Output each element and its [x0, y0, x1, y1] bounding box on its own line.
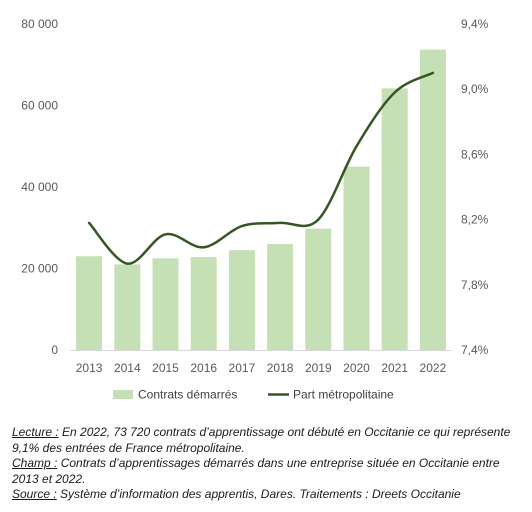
note-lecture-label: Lecture : [12, 425, 59, 439]
x-tick-label: 2019 [305, 361, 332, 375]
bar-2021 [381, 88, 408, 350]
y-right-tick-label: 9,4% [461, 17, 489, 31]
y-left-tick-label: 60 000 [21, 99, 58, 113]
bar-2015 [152, 258, 179, 350]
x-tick-label: 2022 [420, 361, 447, 375]
x-tick-label: 2016 [190, 361, 217, 375]
bar-2022 [419, 49, 446, 350]
y-right-tick-label: 9,0% [461, 82, 489, 96]
bar-2019 [305, 228, 332, 350]
x-tick-label: 2013 [76, 361, 103, 375]
series-line-part-metropolitaine [87, 71, 435, 265]
y-left-tick-label: 80 000 [21, 17, 58, 31]
note-source: Source : Système d’information des appre… [12, 487, 517, 503]
y-left-tick-label: 40 000 [21, 180, 58, 194]
note-source-text: Système d’information des apprentis, Dar… [56, 487, 461, 501]
x-tick-label: 2018 [267, 361, 294, 375]
legend-line-label: Part métropolitaine [293, 388, 394, 402]
note-source-label: Source : [12, 487, 57, 501]
x-tick-label: 2015 [152, 361, 179, 375]
y-right-tick-label: 7,8% [461, 278, 489, 292]
y-right-tick-label: 7,4% [461, 343, 489, 357]
y-right-tick-label: 8,2% [461, 213, 489, 227]
y-left-tick-label: 20 000 [21, 262, 58, 276]
x-tick-label: 2017 [229, 361, 256, 375]
bar-2017 [228, 250, 255, 350]
bar-2014 [114, 264, 141, 350]
legend-bar-swatch [113, 390, 133, 399]
note-lecture-text: En 2022, 73 720 contrats d’apprentissage… [12, 425, 511, 455]
note-champ: Champ : Contrats d’apprentissages démarr… [12, 456, 517, 487]
note-champ-label: Champ : [12, 456, 58, 470]
chart: 0 20 000 40 000 60 000 80 000 7,4% 7,8% 8,2% 8,6… [21, 17, 489, 402]
bar-2018 [267, 244, 294, 350]
note-champ-text: Contrats d’apprentissages démarrés dans … [12, 456, 500, 486]
bar-2016 [190, 257, 217, 350]
x-tick-label: 2020 [343, 361, 370, 375]
y-right-tick-label: 8,6% [461, 147, 489, 161]
note-lecture: Lecture : En 2022, 73 720 contrats d’app… [12, 425, 517, 456]
x-tick-label: 2014 [114, 361, 141, 375]
chart-notes: Lecture : En 2022, 73 720 contrats d’app… [12, 425, 517, 503]
y-left-tick-label: 0 [51, 343, 58, 357]
bar-2020 [343, 166, 370, 350]
x-tick-label: 2021 [381, 361, 408, 375]
bar-2013 [76, 256, 103, 350]
legend-bar-label: Contrats démarrés [138, 388, 237, 402]
